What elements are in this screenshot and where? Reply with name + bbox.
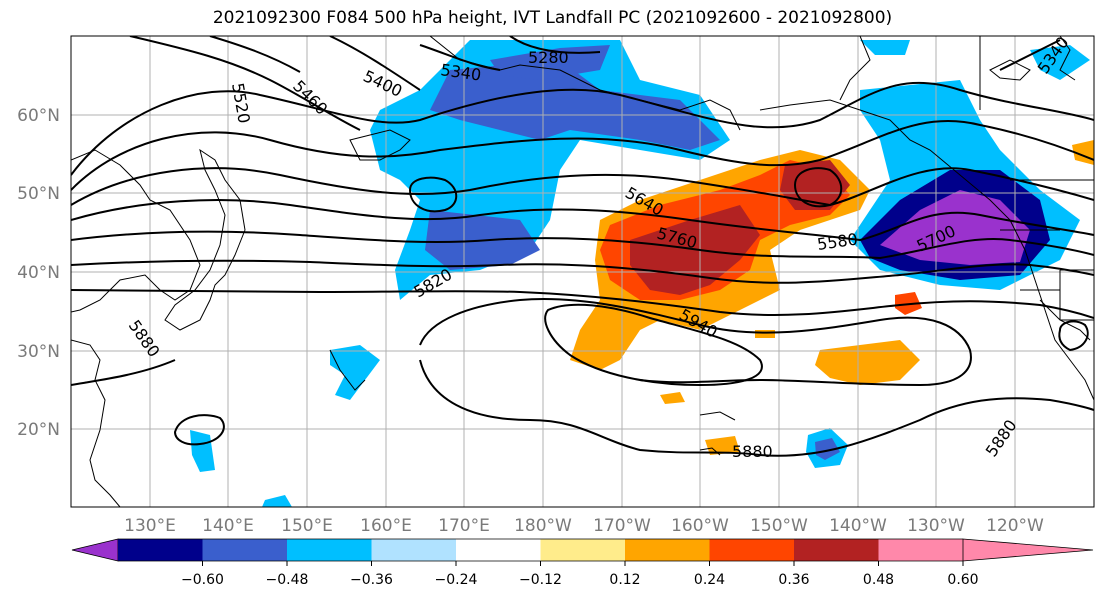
colorbar-tick-label: 0.12 (609, 572, 640, 588)
lon-label-150e: 150°E (281, 516, 333, 536)
colorbar-bin-9 (794, 539, 879, 561)
colorbar-tick-label: −0.60 (181, 572, 224, 588)
lon-label-140w: 140°W (829, 516, 887, 536)
lon-label-130e: 130°E (124, 516, 176, 536)
colorbar-tick-label: 0.24 (694, 572, 725, 588)
map-title: 2021092300 F084 500 hPa height, IVT Land… (212, 8, 893, 28)
colorbar-bin-6 (540, 539, 625, 561)
colorbar-tick-label: −0.24 (435, 572, 478, 588)
colorbar-tick-label: 0.36 (778, 572, 809, 588)
colorbar-bin-8 (709, 539, 794, 561)
colorbar-tick-label: 0.48 (863, 572, 894, 588)
lon-label-180w: 180°W (514, 516, 572, 536)
longitude-labels: 130°E 140°E 150°E 160°E 170°E 180°W 170°… (124, 516, 1044, 536)
colorbar-bin-7 (625, 539, 710, 561)
positive-ivt-shading (570, 140, 1094, 455)
lon-label-130w: 130°W (907, 516, 965, 536)
lon-label-150w: 150°W (750, 516, 808, 536)
lon-label-140e: 140°E (202, 516, 254, 536)
colorbar-tick-label: −0.12 (519, 572, 562, 588)
lon-label-160w: 160°W (671, 516, 729, 536)
colorbar-extend-high (962, 538, 1094, 562)
colorbar-bin-10 (878, 539, 963, 561)
lon-label-160e: 160°E (360, 516, 412, 536)
colorbar-bin-2 (202, 539, 287, 561)
map-frame (70, 35, 1095, 508)
lat-label-40n: 40°N (17, 263, 60, 283)
lat-label-50n: 50°N (17, 184, 60, 204)
height-contours (71, 36, 1094, 457)
latitude-labels: 60°N 50°N 40°N 30°N 20°N (17, 106, 60, 440)
contour-label-5880-central: 5880 (732, 442, 773, 461)
colorbar-tick-label: −0.48 (266, 572, 309, 588)
colorbar-bin-4 (371, 539, 456, 561)
lat-label-20n: 20°N (17, 420, 60, 440)
lon-label-170w: 170°W (593, 516, 651, 536)
colorbar-extend-low (71, 538, 119, 562)
coastlines (71, 36, 1094, 507)
colorbar-bin-3 (287, 539, 372, 561)
lon-label-120w: 120°W (986, 516, 1044, 536)
lat-label-60n: 60°N (17, 106, 60, 126)
colorbar-tick-label: −0.36 (350, 572, 393, 588)
colorbar-bin-1 (118, 539, 203, 561)
contour-label-5280: 5280 (528, 48, 569, 67)
colorbar-bin-5 (456, 539, 541, 561)
lat-label-30n: 30°N (17, 342, 60, 362)
colorbar-tick-label: 0.60 (947, 572, 978, 588)
lon-label-170e: 170°E (438, 516, 490, 536)
colorbar: −0.60 −0.48 −0.36 −0.24 −0.12 0.12 0.24 … (71, 538, 1094, 588)
map-plot-area: 5280 5340 5400 5460 5520 5640 5760 5820 … (71, 36, 1094, 507)
